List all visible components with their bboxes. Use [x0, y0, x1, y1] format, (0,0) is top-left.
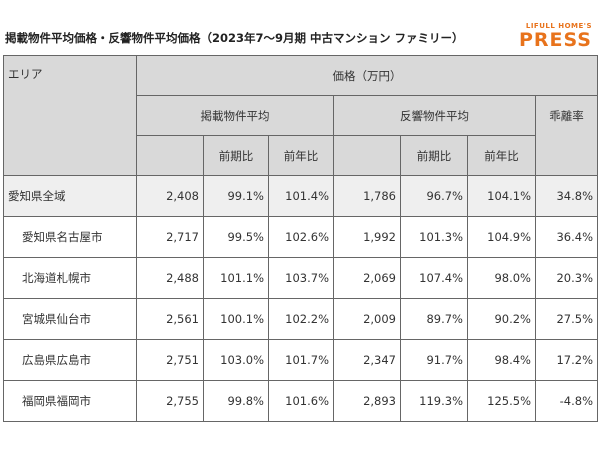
- blank-header: [136, 135, 204, 176]
- data-row: 北海道札幌市 2,488 101.1% 103.7% 2,069 107.4% 98.0% 2…: [3, 257, 599, 299]
- value-cell: 90.2%: [467, 298, 536, 340]
- value-cell: 101.6%: [268, 380, 334, 422]
- value-cell: 104.1%: [467, 175, 536, 217]
- value-cell: 101.1%: [203, 257, 269, 299]
- value-cell: 101.7%: [268, 339, 334, 381]
- area-header: エリア: [3, 55, 137, 176]
- data-row: 愛知県全域 2,408 99.1% 101.4% 1,786 96.7% 104.1% 34.…: [3, 175, 599, 217]
- value-cell: 101.3%: [400, 216, 468, 258]
- logo-top: LIFULL HOME'S: [525, 22, 592, 30]
- value-cell: 34.8%: [534, 175, 599, 217]
- sub-header: 前期比: [203, 135, 269, 176]
- value-cell: 2,069: [333, 257, 401, 299]
- data-row: 広島県広島市 2,751 103.0% 101.7% 2,347 91.7% 98.4% 17…: [3, 339, 599, 381]
- data-row: 福岡県福岡市 2,755 99.8% 101.6% 2,893 119.3% 125.5% -…: [3, 380, 599, 422]
- value-cell: 103.7%: [268, 257, 334, 299]
- area-cell: 愛知県名古屋市: [3, 216, 137, 258]
- value-cell: 91.7%: [400, 339, 468, 381]
- sub-header: 前期比: [400, 135, 468, 176]
- area-cell: 広島県広島市: [3, 339, 137, 381]
- value-cell: 98.0%: [467, 257, 536, 299]
- blank-header: [333, 135, 401, 176]
- response-header: 反響物件平均: [333, 95, 536, 136]
- value-cell: 102.2%: [268, 298, 334, 340]
- value-cell: 2,893: [333, 380, 401, 422]
- value-cell: 99.5%: [203, 216, 269, 258]
- value-cell: 2,488: [136, 257, 204, 299]
- table-body: 愛知県全域 2,408 99.1% 101.4% 1,786 96.7% 104.1% 34.…: [3, 175, 599, 422]
- title: 掲載物件平均価格・反響物件平均価格（2023年7～9月期 中古マンション ファミ…: [5, 31, 464, 45]
- data-row: 宮城県仙台市 2,561 100.1% 102.2% 2,009 89.7% 90.2% 27…: [3, 298, 599, 340]
- value-cell: 100.1%: [203, 298, 269, 340]
- value-cell: 98.4%: [467, 339, 536, 381]
- value-cell: 20.3%: [534, 257, 599, 299]
- value-cell: 103.0%: [203, 339, 269, 381]
- value-cell: 2,009: [333, 298, 401, 340]
- value-cell: 99.1%: [203, 175, 269, 217]
- logo-main: PRESS: [518, 29, 592, 51]
- value-cell: 1,992: [333, 216, 401, 258]
- value-cell: 27.5%: [534, 298, 599, 340]
- data-row: 愛知県名古屋市 2,717 99.5% 102.6% 1,992 101.3% 104.9%…: [3, 216, 599, 258]
- area-cell: 北海道札幌市: [3, 257, 137, 299]
- header-row: 掲載物件平均 反響物件平均 乖離率: [4, 95, 599, 176]
- value-cell: -4.8%: [534, 380, 599, 422]
- sub-header: 前年比: [268, 135, 334, 176]
- sub-header: 前年比: [467, 135, 536, 176]
- value-cell: 36.4%: [534, 216, 599, 258]
- value-cell: 2,755: [136, 380, 204, 422]
- listed-header: 掲載物件平均: [136, 95, 334, 136]
- value-cell: 2,751: [136, 339, 204, 381]
- price-header: 価格（万円）: [135, 55, 599, 96]
- area-cell: 宮城県仙台市: [3, 298, 137, 340]
- value-cell: 101.4%: [268, 175, 334, 217]
- value-cell: 102.6%: [268, 216, 334, 258]
- area-cell: 愛知県全域: [3, 175, 137, 217]
- value-cell: 96.7%: [400, 175, 468, 217]
- value-cell: 2,408: [136, 175, 204, 217]
- value-cell: 104.9%: [467, 216, 536, 258]
- value-cell: 1,786: [333, 175, 401, 217]
- price-table: エリア 価格（万円） 掲載物件平均 反響物件平均 乖離率 前期比 前年比 前期比…: [3, 55, 599, 422]
- header-row: エリア 価格（万円）: [3, 55, 599, 176]
- value-cell: 17.2%: [534, 339, 599, 381]
- area-cell: 福岡県福岡市: [3, 380, 137, 422]
- value-cell: 89.7%: [400, 298, 468, 340]
- value-cell: 107.4%: [400, 257, 468, 299]
- value-cell: 125.5%: [467, 380, 536, 422]
- value-cell: 119.3%: [400, 380, 468, 422]
- value-cell: 2,561: [136, 298, 204, 340]
- header-row: 前期比 前年比 前期比 前年比: [4, 135, 598, 176]
- value-cell: 99.8%: [203, 380, 269, 422]
- gap-header: 乖離率: [534, 95, 599, 176]
- value-cell: 2,717: [136, 216, 204, 258]
- value-cell: 2,347: [333, 339, 401, 381]
